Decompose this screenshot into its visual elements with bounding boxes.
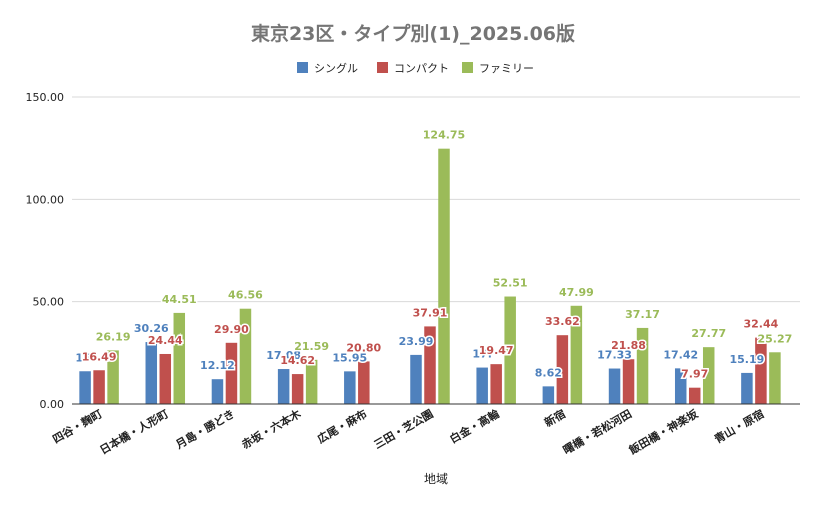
bar xyxy=(358,361,370,404)
legend-item: コンパクト xyxy=(377,62,449,75)
bar xyxy=(741,372,753,404)
bar xyxy=(145,342,158,404)
data-label: 16.49 xyxy=(82,350,117,363)
bar xyxy=(542,386,555,404)
data-label: 46.56 xyxy=(228,289,263,302)
x-tick-label: 日本橋・人形町 xyxy=(97,406,171,457)
y-tick-label: 100.00 xyxy=(26,193,65,206)
y-tick-label: 150.00 xyxy=(26,91,65,104)
bar xyxy=(239,308,252,404)
legend-item: ファミリー xyxy=(462,62,534,75)
data-label: 24.44 xyxy=(148,334,183,347)
bar xyxy=(79,371,91,404)
legend-swatch xyxy=(377,62,388,73)
bar xyxy=(755,337,767,404)
data-label: 16. xyxy=(75,351,95,364)
legend-swatch xyxy=(462,62,473,73)
bar xyxy=(225,342,238,404)
data-label: 14.62 xyxy=(280,354,315,367)
bar xyxy=(608,368,621,404)
legend-item: シングル xyxy=(297,61,358,75)
legend-label: コンパクト xyxy=(394,62,449,75)
bar xyxy=(674,368,687,404)
bar xyxy=(622,359,635,404)
bar xyxy=(504,296,516,404)
data-label: 25.27 xyxy=(758,332,793,345)
data-label: 47.99 xyxy=(559,286,594,299)
bar xyxy=(476,367,488,404)
data-label: 30.26 xyxy=(134,322,169,335)
chart-title: 東京23区・タイプ別(1)_2025.06版 xyxy=(251,22,575,45)
data-label: 15.19 xyxy=(730,353,765,366)
data-label: 17. xyxy=(472,348,492,361)
legend: シングル コンパクト ファミリー xyxy=(297,61,534,75)
data-label: 32.44 xyxy=(744,318,779,331)
bars xyxy=(79,148,781,404)
bar xyxy=(424,326,436,404)
data-label: 21.59 xyxy=(294,340,329,353)
data-label: 8.62 xyxy=(535,366,562,379)
data-label: 12.12 xyxy=(200,359,235,372)
data-label: 52.51 xyxy=(493,277,528,290)
data-label: 37.91 xyxy=(413,306,448,319)
data-label: 44.51 xyxy=(162,293,197,306)
x-tick-label: 飯田橋・神楽坂 xyxy=(626,406,701,458)
bar xyxy=(93,370,105,404)
x-axis-label: 地域 xyxy=(424,472,448,486)
data-label: 124.75 xyxy=(423,129,465,142)
x-tick-label: 赤坂・六本木 xyxy=(239,406,304,452)
data-label: 23.99 xyxy=(399,335,434,348)
bar xyxy=(636,327,649,404)
data-label: 19.47 xyxy=(479,344,514,357)
bar xyxy=(277,369,290,404)
x-tick-label: 四谷・麹町 xyxy=(50,406,105,446)
bar xyxy=(159,353,172,404)
x-tick-label: 三田・芝公園 xyxy=(371,406,435,451)
bar xyxy=(410,354,422,404)
y-axis-ticks: 0.00 50.00 100.00 150.00 xyxy=(26,91,65,411)
bar xyxy=(107,350,119,404)
bar xyxy=(769,352,781,404)
data-label: 29.90 xyxy=(214,323,249,336)
data-label: 17.42 xyxy=(663,348,698,361)
bar xyxy=(570,305,583,404)
x-tick-label: 曙橋・若松河田 xyxy=(560,406,634,457)
legend-label: ファミリー xyxy=(479,62,534,75)
bar xyxy=(344,371,356,404)
bar xyxy=(305,359,318,404)
x-tick-label: 青山・原宿 xyxy=(712,406,767,446)
data-label: 17.08 xyxy=(266,349,301,362)
data-label: 7.97 xyxy=(681,368,708,381)
bar xyxy=(688,387,701,404)
bar xyxy=(291,374,304,404)
data-label: 26.19 xyxy=(96,330,131,343)
data-label: 21.88 xyxy=(611,339,646,352)
data-label: 33.62 xyxy=(545,315,580,328)
x-tick-label: 広尾・麻布 xyxy=(315,406,370,446)
bar xyxy=(556,335,569,404)
data-label: 20.80 xyxy=(346,341,381,354)
data-label: 37.17 xyxy=(625,308,660,321)
legend-label: シングル xyxy=(314,61,358,75)
gridlines xyxy=(72,96,800,303)
data-label: 15.95 xyxy=(332,351,367,364)
x-tick-label: 白金・高輪 xyxy=(447,406,502,446)
y-tick-label: 0.00 xyxy=(40,398,65,411)
bar xyxy=(490,364,502,404)
y-tick-label: 50.00 xyxy=(33,296,65,309)
x-tick-label: 月島・勝どき xyxy=(172,406,237,451)
bar xyxy=(438,148,450,404)
bar xyxy=(702,347,715,404)
legend-swatch xyxy=(297,62,308,73)
data-label: 17.33 xyxy=(597,349,632,362)
x-tick-label: 新宿 xyxy=(542,406,568,429)
bar xyxy=(211,379,224,404)
data-label: 27.77 xyxy=(691,327,726,340)
bar xyxy=(173,312,186,404)
